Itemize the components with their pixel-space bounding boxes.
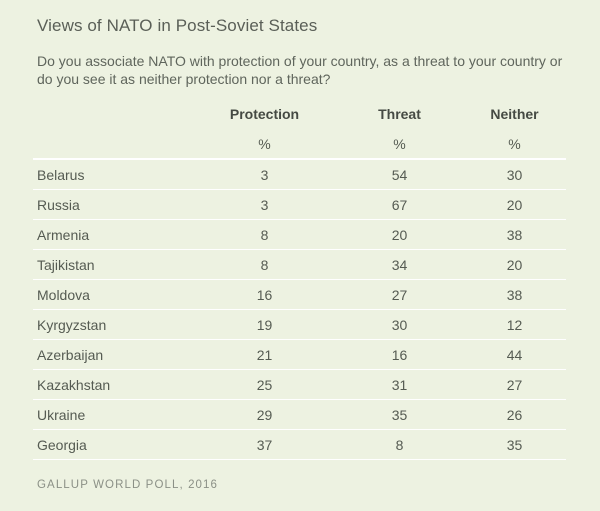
table-row: Tajikistan 8 34 20 xyxy=(33,249,566,280)
country-cell: Russia xyxy=(33,189,193,220)
value-cell-protection: 3 xyxy=(193,159,336,190)
country-cell: Azerbaijan xyxy=(33,339,193,370)
value-cell-neither: 30 xyxy=(463,159,566,190)
value-cell-threat: 8 xyxy=(336,429,463,460)
country-column-header xyxy=(33,98,193,130)
column-header-protection: Protection xyxy=(229,106,300,122)
value-cell-threat: 30 xyxy=(336,309,463,340)
value-cell-neither: 26 xyxy=(463,399,566,430)
value-cell-neither: 35 xyxy=(463,429,566,460)
nato-views-table: Protection Threat Neither % % % Belarus 3… xyxy=(33,98,566,460)
value-cell-protection: 21 xyxy=(193,339,336,370)
value-cell-neither: 38 xyxy=(463,279,566,310)
unit-row: % % % xyxy=(33,130,566,160)
column-header-neither: Neither xyxy=(490,106,539,122)
value-cell-neither: 44 xyxy=(463,339,566,370)
value-cell-threat: 16 xyxy=(336,339,463,370)
country-cell: Ukraine xyxy=(33,399,193,430)
value-cell-threat: 31 xyxy=(336,369,463,400)
value-cell-neither: 20 xyxy=(463,249,566,280)
table-row: Armenia 8 20 38 xyxy=(33,219,566,250)
country-cell: Belarus xyxy=(33,159,193,190)
chart-title: Views of NATO in Post-Soviet States xyxy=(37,16,318,35)
value-cell-protection: 19 xyxy=(193,309,336,340)
table-row: Kazakhstan 25 31 27 xyxy=(33,369,566,400)
value-cell-threat: 67 xyxy=(336,189,463,220)
value-cell-neither: 27 xyxy=(463,369,566,400)
value-cell-threat: 54 xyxy=(336,159,463,190)
value-cell-threat: 34 xyxy=(336,249,463,280)
country-cell: Armenia xyxy=(33,219,193,250)
source-note: GALLUP WORLD POLL, 2016 xyxy=(37,479,219,491)
table-row: Ukraine 29 35 26 xyxy=(33,399,566,430)
chart-subtitle: Do you associate NATO with protection of… xyxy=(37,53,563,87)
column-header-threat: Threat xyxy=(378,106,421,122)
country-cell: Georgia xyxy=(33,429,193,460)
value-cell-protection: 8 xyxy=(193,219,336,250)
table-row: Azerbaijan 21 16 44 xyxy=(33,339,566,370)
value-cell-threat: 27 xyxy=(336,279,463,310)
country-cell: Kazakhstan xyxy=(33,369,193,400)
value-cell-protection: 25 xyxy=(193,369,336,400)
table-row: Russia 3 67 20 xyxy=(33,189,566,220)
value-cell-threat: 35 xyxy=(336,399,463,430)
country-cell: Kyrgyzstan xyxy=(33,309,193,340)
unit-threat: % xyxy=(336,130,463,160)
value-cell-neither: 20 xyxy=(463,189,566,220)
table-row: Moldova 16 27 38 xyxy=(33,279,566,310)
value-cell-neither: 38 xyxy=(463,219,566,250)
value-cell-threat: 20 xyxy=(336,219,463,250)
unit-protection: % xyxy=(193,130,336,160)
value-cell-protection: 37 xyxy=(193,429,336,460)
table-row: Kyrgyzstan 19 30 12 xyxy=(33,309,566,340)
unit-cell-empty xyxy=(33,130,193,160)
value-cell-protection: 8 xyxy=(193,249,336,280)
header-row: Protection Threat Neither xyxy=(33,98,566,130)
table-row: Belarus 3 54 30 xyxy=(33,159,566,190)
value-cell-protection: 16 xyxy=(193,279,336,310)
value-cell-protection: 29 xyxy=(193,399,336,430)
value-cell-protection: 3 xyxy=(193,189,336,220)
table-row: Georgia 37 8 35 xyxy=(33,429,566,460)
unit-neither: % xyxy=(463,130,566,160)
value-cell-neither: 12 xyxy=(463,309,566,340)
country-cell: Moldova xyxy=(33,279,193,310)
country-cell: Tajikistan xyxy=(33,249,193,280)
